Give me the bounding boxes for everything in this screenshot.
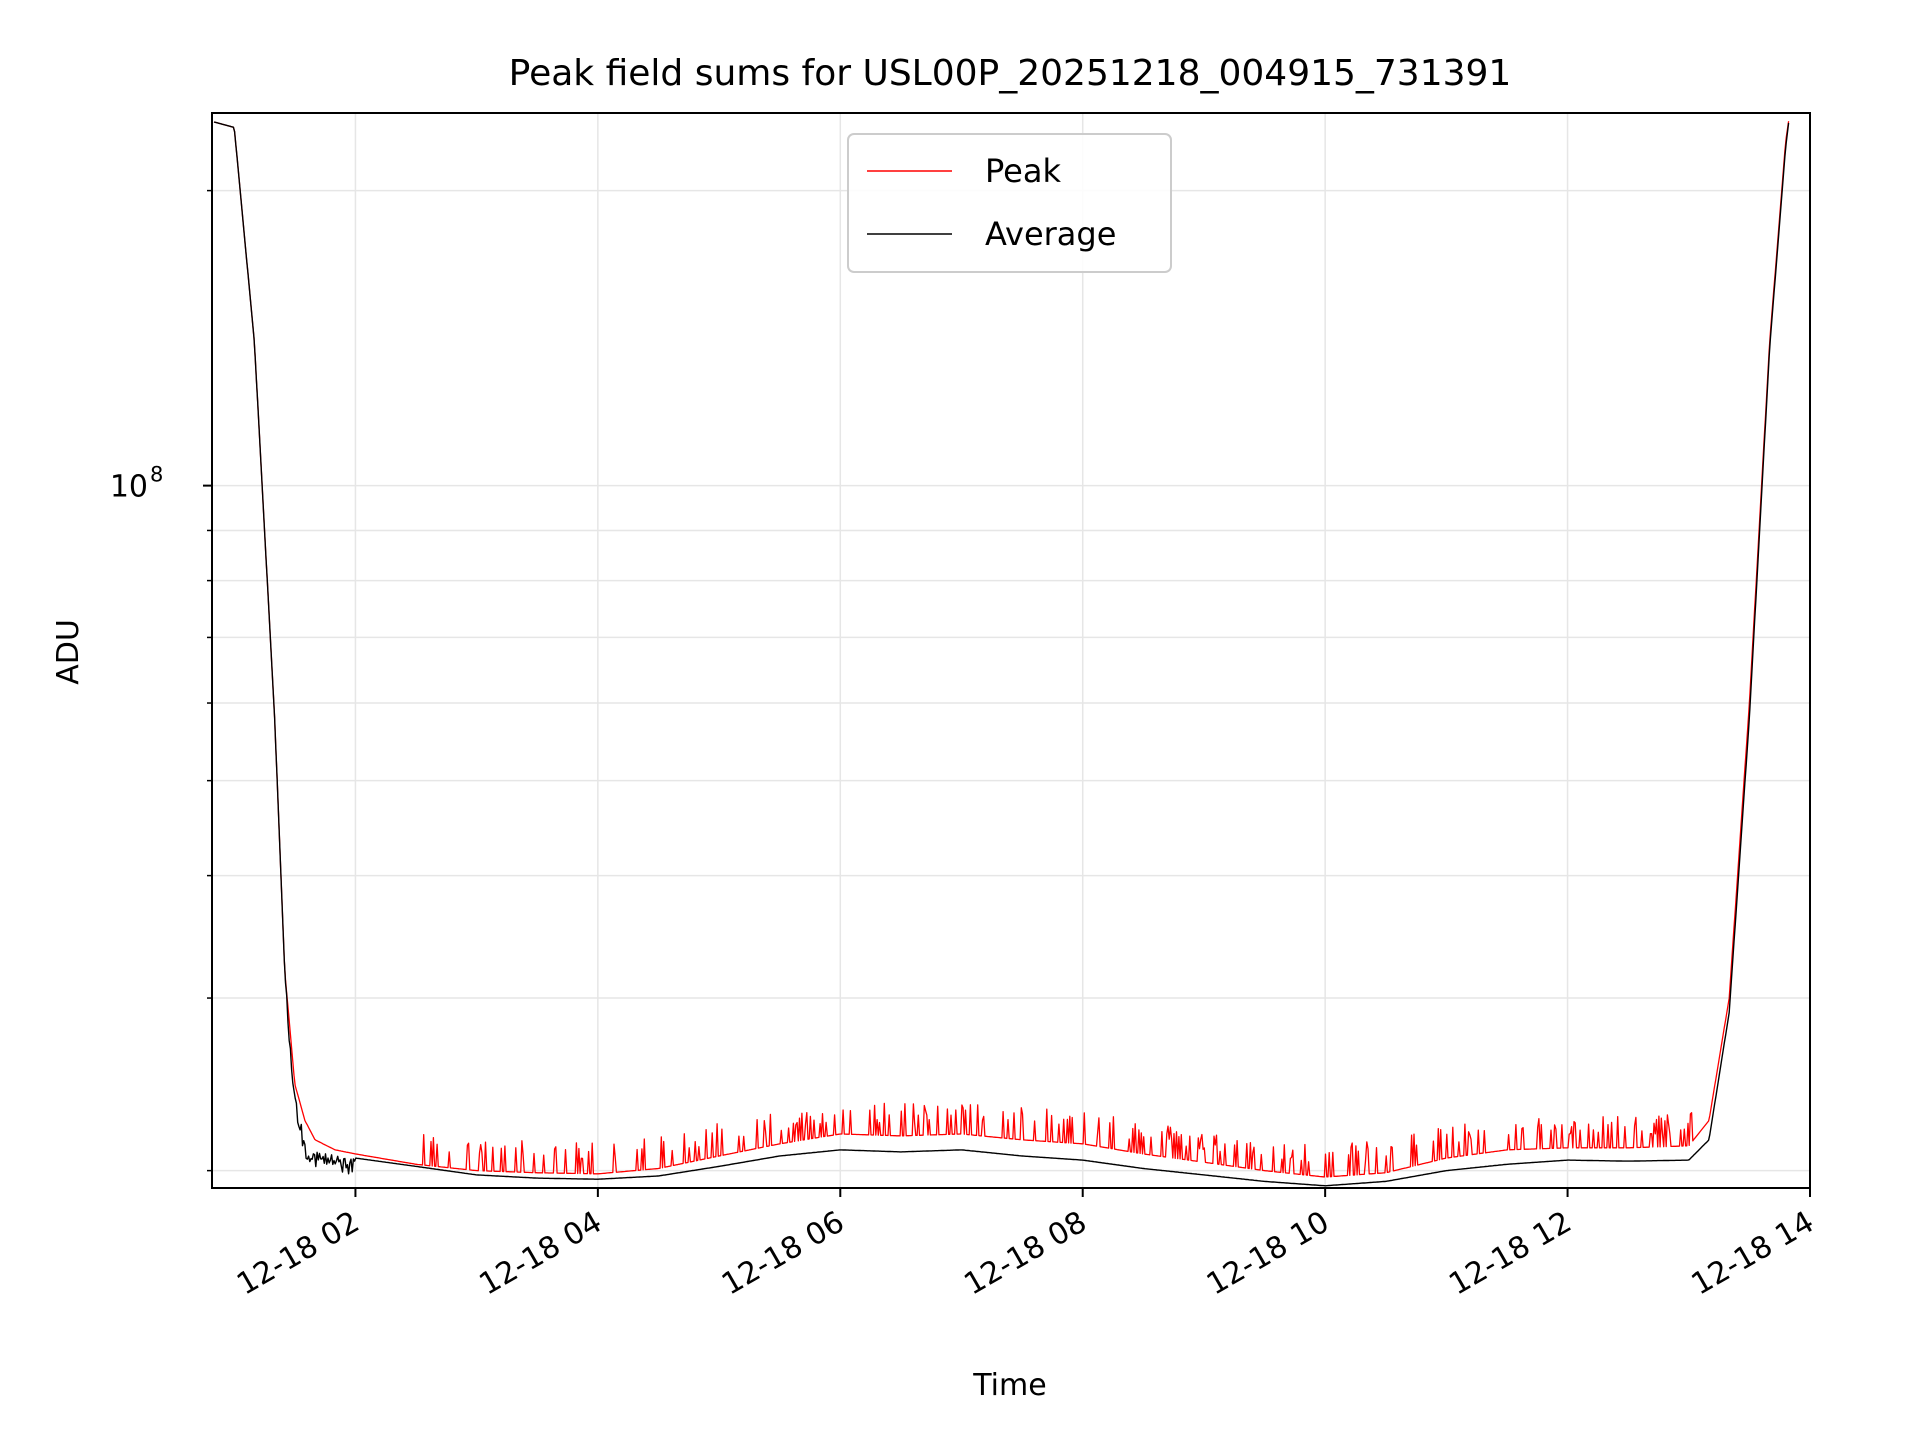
x-axis-label: Time <box>972 1368 1046 1403</box>
y-tick-label-exponent: 8 <box>150 463 163 487</box>
chart-title: Peak field sums for USL00P_20251218_0049… <box>509 53 1512 94</box>
legend-label-peak: Peak <box>985 152 1061 190</box>
legend-label-average: Average <box>985 215 1116 253</box>
series-line-peak <box>213 121 1790 1178</box>
legend-box <box>847 133 1172 273</box>
plot-frame <box>211 112 1811 1189</box>
legend: Peak Average <box>847 133 1172 273</box>
y-tick-label: 10 <box>110 470 148 505</box>
y-axis: 10 8 <box>110 189 212 1172</box>
series-line-average <box>213 121 1790 1187</box>
series-layer <box>213 121 1790 1187</box>
y-axis-label: ADU <box>51 619 86 685</box>
